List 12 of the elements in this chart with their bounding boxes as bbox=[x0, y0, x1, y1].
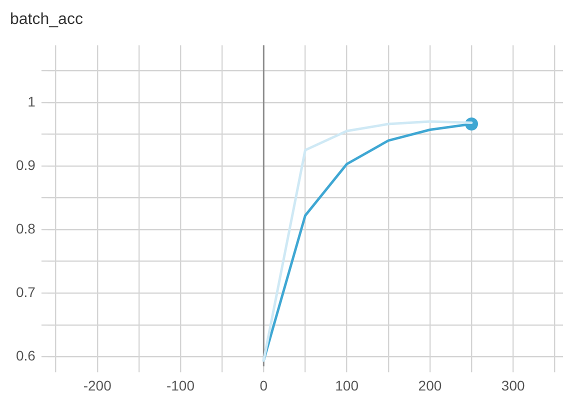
x-tick-label: 200 bbox=[418, 377, 442, 394]
y-tick-label: 0.8 bbox=[16, 220, 36, 236]
x-tick-label: 0 bbox=[260, 377, 268, 394]
y-tick-label: 1 bbox=[28, 93, 36, 110]
y-tick-label: 0.6 bbox=[16, 348, 36, 364]
x-tick-label: 300 bbox=[501, 377, 525, 394]
y-tick-label: 0.9 bbox=[16, 156, 36, 173]
x-tick-label: 100 bbox=[335, 377, 359, 394]
y-tick-label: 0.7 bbox=[16, 284, 36, 300]
chart-title: batch_acc bbox=[10, 11, 83, 28]
x-tick-label: -100 bbox=[166, 377, 195, 394]
x-tick-label: -200 bbox=[83, 377, 112, 394]
